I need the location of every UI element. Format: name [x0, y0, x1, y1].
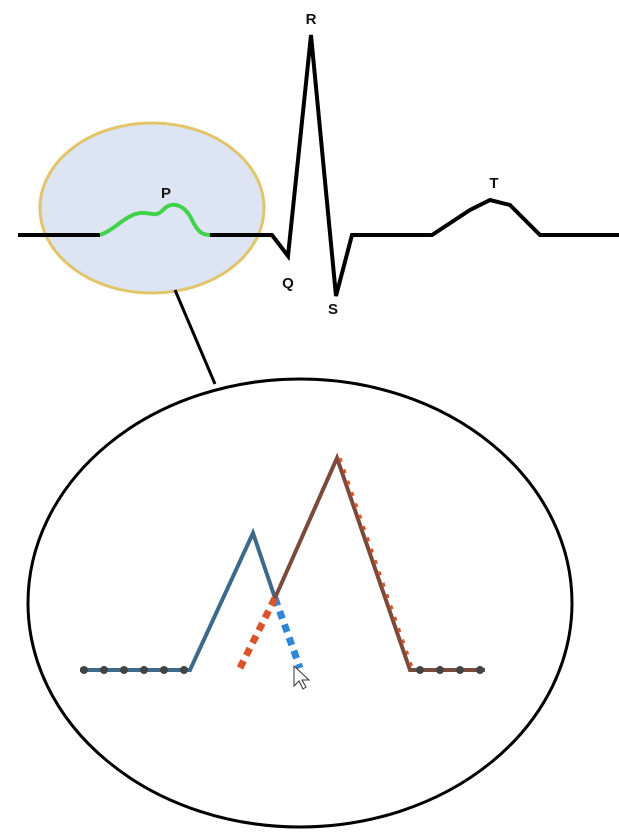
wave-label: Q	[282, 275, 294, 292]
wave-label: T	[489, 175, 498, 192]
wave-label: S	[328, 301, 338, 318]
ecg-qrst	[210, 34, 619, 297]
wave-b	[273, 452, 485, 672]
wave-a-extension	[271, 596, 304, 670]
p-wave	[99, 202, 211, 237]
wave-a	[80, 527, 277, 672]
zoom-connector	[173, 289, 217, 385]
wave-label: P	[161, 185, 171, 202]
cursor	[293, 664, 311, 690]
sample-points	[80, 666, 484, 674]
p-wave-highlight	[38, 121, 266, 295]
wave-label: R	[306, 11, 317, 28]
wave-b-samples	[338, 457, 415, 671]
zoom-circle	[26, 377, 574, 829]
